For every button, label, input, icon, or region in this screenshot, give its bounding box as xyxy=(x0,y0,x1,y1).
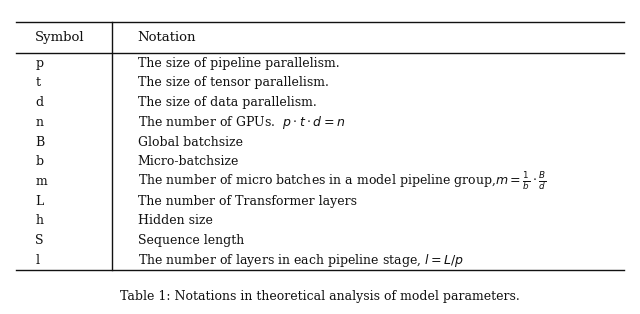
Text: h: h xyxy=(35,214,44,227)
Text: The number of micro batches in a model pipeline group,$m = \frac{1}{b} \cdot \fr: The number of micro batches in a model p… xyxy=(138,170,547,193)
Text: Table 1: Notations in theoretical analysis of model parameters.: Table 1: Notations in theoretical analys… xyxy=(120,290,520,303)
Text: p: p xyxy=(35,57,44,70)
Text: Global batchsize: Global batchsize xyxy=(138,136,243,149)
Text: The number of Transformer layers: The number of Transformer layers xyxy=(138,195,356,208)
Text: t: t xyxy=(35,76,40,89)
Text: The size of data parallelism.: The size of data parallelism. xyxy=(138,96,316,109)
Text: b: b xyxy=(35,155,44,168)
Text: l: l xyxy=(35,254,39,267)
Text: n: n xyxy=(35,116,44,129)
Text: L: L xyxy=(35,195,44,208)
Text: Symbol: Symbol xyxy=(35,31,85,44)
Text: Hidden size: Hidden size xyxy=(138,214,212,227)
Text: B: B xyxy=(35,136,44,149)
Text: S: S xyxy=(35,234,44,247)
Text: Micro-batchsize: Micro-batchsize xyxy=(138,155,239,168)
Text: The size of tensor parallelism.: The size of tensor parallelism. xyxy=(138,76,328,89)
Text: d: d xyxy=(35,96,44,109)
Text: Sequence length: Sequence length xyxy=(138,234,244,247)
Text: The number of GPUs.  $p \cdot t \cdot d = n$: The number of GPUs. $p \cdot t \cdot d =… xyxy=(138,114,345,131)
Text: The size of pipeline parallelism.: The size of pipeline parallelism. xyxy=(138,57,339,70)
Text: The number of layers in each pipeline stage, $l = L/p$: The number of layers in each pipeline st… xyxy=(138,252,463,269)
Text: Notation: Notation xyxy=(138,31,196,44)
Text: m: m xyxy=(35,175,47,188)
